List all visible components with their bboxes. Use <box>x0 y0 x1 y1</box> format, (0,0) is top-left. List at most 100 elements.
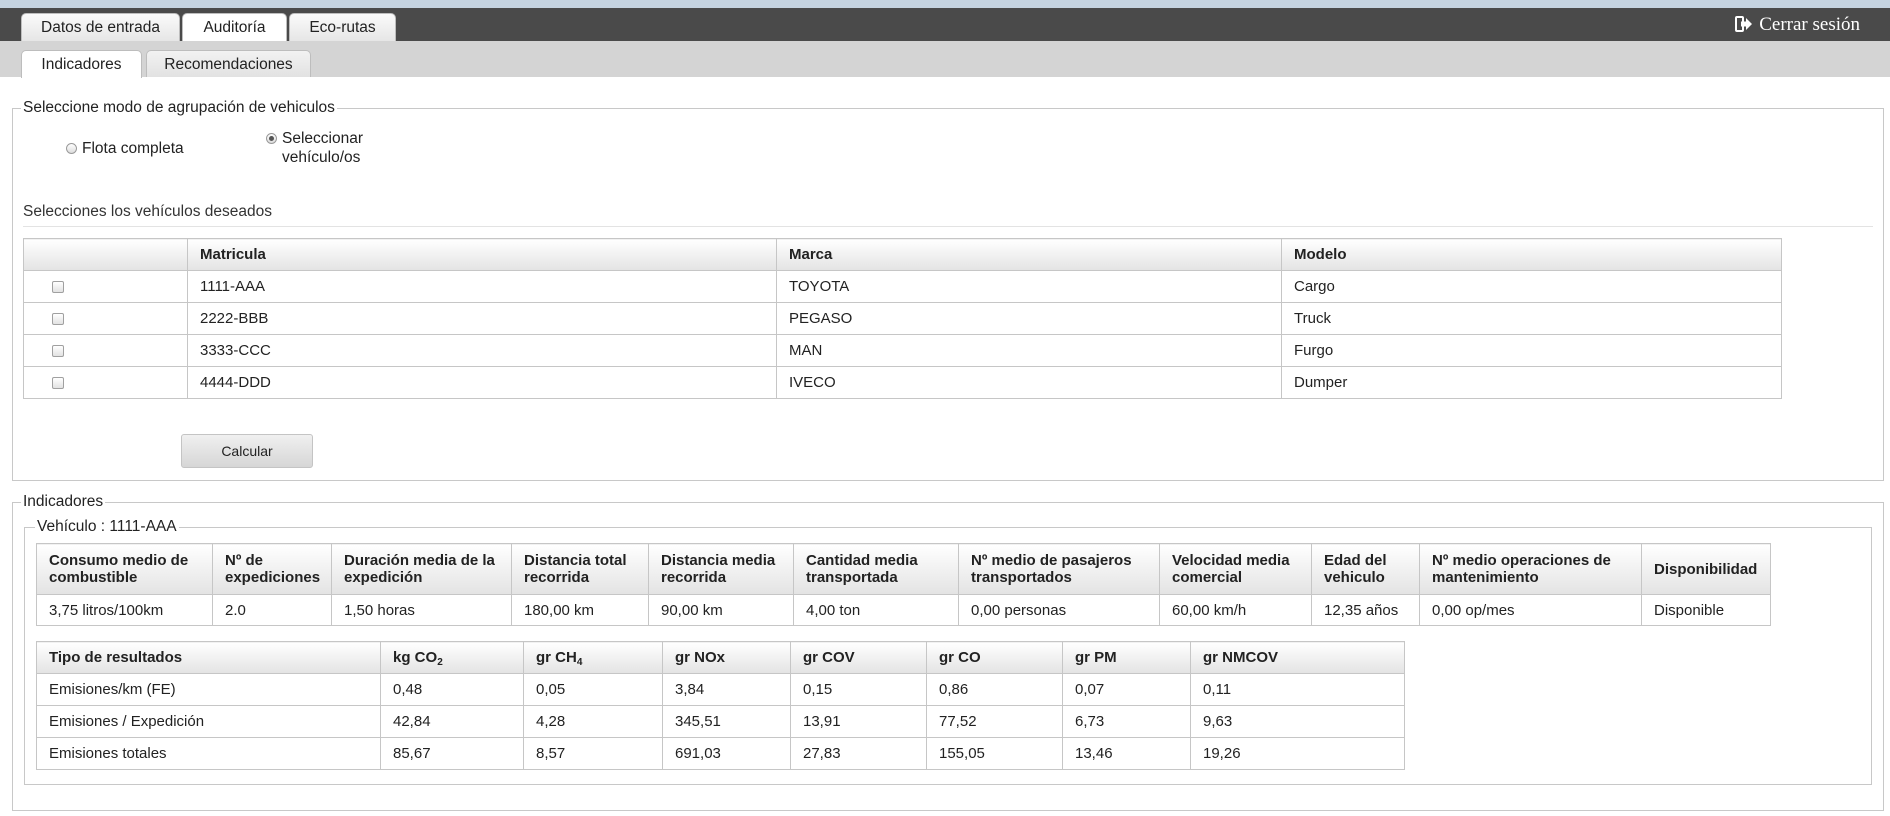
ind-value: Disponible <box>1641 594 1771 626</box>
tab-indicadores[interactable]: Indicadores <box>21 50 142 78</box>
vehicles-section-title: Selecciones los vehículos deseados <box>23 203 273 220</box>
row-brand: IVECO <box>776 366 1282 399</box>
em-header-nmcov-text: gr NMCOV <box>1203 649 1278 666</box>
grouping-fieldset: Seleccione modo de agrupación de vehicul… <box>12 99 1884 481</box>
row-model: Furgo <box>1281 334 1782 367</box>
row-select-cell <box>23 302 188 335</box>
indicators-fieldset: Indicadores <box>12 493 1884 811</box>
em-header-nox: gr NOx <box>662 641 791 674</box>
em-value: 0,15 <box>790 673 927 706</box>
ind-value: 0,00 op/mes <box>1419 594 1642 626</box>
em-value: 13,91 <box>790 705 927 738</box>
top-strip <box>0 0 1890 8</box>
em-value: 155,05 <box>926 737 1063 770</box>
table-row: 3,75 litros/100km 2.0 1,50 horas 180,00 … <box>36 594 1771 626</box>
ind-header-distancia-media: Distancia media recorrida <box>648 543 794 595</box>
em-header-co2-text: kg CO <box>393 649 438 666</box>
tab-recomendaciones[interactable]: Recomendaciones <box>146 50 311 77</box>
row-checkbox[interactable] <box>52 345 64 358</box>
radio-seleccionar-line2: vehículo/os <box>282 149 361 166</box>
radio-flota-completa-dot[interactable] <box>66 143 77 154</box>
em-value: 0,86 <box>926 673 1063 706</box>
ind-header-mantenimiento: Nº medio operaciones de mantenimiento <box>1419 543 1642 595</box>
table-row: Emisiones / Expedición 42,84 4,28 345,51… <box>36 705 1405 738</box>
em-value: 0,05 <box>523 673 663 706</box>
row-plate: 1111-AAA <box>187 270 777 303</box>
table-row: 2222-BBB PEGASO Truck <box>23 302 1782 335</box>
em-header-pm-text: gr PM <box>1075 649 1117 666</box>
indicators-table: Consumo medio de combustible Nº de exped… <box>36 543 1771 626</box>
row-brand: PEGASO <box>776 302 1282 335</box>
vehicles-header-marca: Marca <box>776 238 1282 271</box>
em-header-co-text: gr CO <box>939 649 981 666</box>
em-value: 9,63 <box>1190 705 1405 738</box>
table-row: 3333-CCC MAN Furgo <box>23 334 1782 367</box>
em-value: 0,07 <box>1062 673 1191 706</box>
vehicles-header-matricula: Matricula <box>187 238 777 271</box>
ind-header-duracion: Duración media de la expedición <box>331 543 512 595</box>
calcular-button[interactable]: Calcular <box>181 434 313 468</box>
ind-header-disponibilidad: Disponibilidad <box>1641 543 1771 595</box>
em-value: 691,03 <box>662 737 791 770</box>
ind-header-cantidad: Cantidad media transportada <box>793 543 959 595</box>
row-checkbox[interactable] <box>52 281 64 294</box>
vehicles-table: Matricula Marca Modelo 1111-AAA TOYOTA C… <box>23 238 1782 399</box>
em-value: 42,84 <box>380 705 524 738</box>
radio-seleccionar-line1: Seleccionar <box>282 130 363 147</box>
vehicle-legend: Vehículo : 1111-AAA <box>37 518 177 535</box>
table-row: 4444-DDD IVECO Dumper <box>23 366 1782 399</box>
emissions-header-row: Tipo de resultados kg CO2 gr CH4 gr NOx … <box>36 641 1405 674</box>
row-model: Cargo <box>1281 270 1782 303</box>
tab-eco-rutas[interactable]: Eco-rutas <box>289 13 396 41</box>
indicators-header-row: Consumo medio de combustible Nº de exped… <box>36 543 1771 595</box>
ind-value: 12,35 años <box>1311 594 1420 626</box>
row-brand: MAN <box>776 334 1282 367</box>
tab-datos-de-entrada[interactable]: Datos de entrada <box>21 13 180 41</box>
logout-icon <box>1735 16 1753 32</box>
em-row-label: Emisiones totales <box>36 737 381 770</box>
em-header-co2: kg CO2 <box>380 641 524 674</box>
em-value: 13,46 <box>1062 737 1191 770</box>
row-model: Truck <box>1281 302 1782 335</box>
ind-header-velocidad: Velocidad media comercial <box>1159 543 1312 595</box>
tab-auditoria[interactable]: Auditoría <box>182 13 287 41</box>
row-select-cell <box>23 334 188 367</box>
row-plate: 3333-CCC <box>187 334 777 367</box>
vehicles-header-modelo: Modelo <box>1281 238 1782 271</box>
vehicle-fieldset: Vehículo : 1111-AAA <box>24 518 1872 785</box>
ind-value: 90,00 km <box>648 594 794 626</box>
ind-value: 2.0 <box>212 594 332 626</box>
emissions-table: Tipo de resultados kg CO2 gr CH4 gr NOx … <box>36 641 1405 770</box>
row-plate: 2222-BBB <box>187 302 777 335</box>
row-select-cell <box>23 270 188 303</box>
ind-header-distancia-total: Distancia total recorrida <box>511 543 649 595</box>
row-model: Dumper <box>1281 366 1782 399</box>
radio-seleccionar-vehiculos-dot[interactable] <box>266 133 277 144</box>
em-value: 27,83 <box>790 737 927 770</box>
sub-nav-bar <box>0 41 1890 77</box>
em-header-tipo: Tipo de resultados <box>36 641 381 674</box>
logout-link[interactable]: Cerrar sesión <box>1735 14 1860 36</box>
ind-value: 3,75 litros/100km <box>36 594 213 626</box>
em-header-cov: gr COV <box>790 641 927 674</box>
row-checkbox[interactable] <box>52 313 64 326</box>
em-value: 3,84 <box>662 673 791 706</box>
row-checkbox[interactable] <box>52 377 64 390</box>
em-header-cov-text: gr COV <box>803 649 855 666</box>
ind-header-consumo: Consumo medio de combustible <box>36 543 213 595</box>
em-header-tipo-text: Tipo de resultados <box>49 649 183 666</box>
em-row-label: Emisiones/km (FE) <box>36 673 381 706</box>
vehicles-header-row: Matricula Marca Modelo <box>23 238 1782 271</box>
em-value: 0,11 <box>1190 673 1405 706</box>
table-row: Emisiones totales 85,67 8,57 691,03 27,8… <box>36 737 1405 770</box>
em-header-ch4-text: gr CH <box>536 649 577 666</box>
indicators-legend: Indicadores <box>23 493 104 510</box>
em-value: 6,73 <box>1062 705 1191 738</box>
em-header-pm: gr PM <box>1062 641 1191 674</box>
ind-value: 60,00 km/h <box>1159 594 1312 626</box>
ind-value: 4,00 ton <box>793 594 959 626</box>
table-row: 1111-AAA TOYOTA Cargo <box>23 270 1782 303</box>
vehicles-header-select <box>23 238 188 271</box>
row-select-cell <box>23 366 188 399</box>
ind-header-expediciones: Nº de expediciones <box>212 543 332 595</box>
